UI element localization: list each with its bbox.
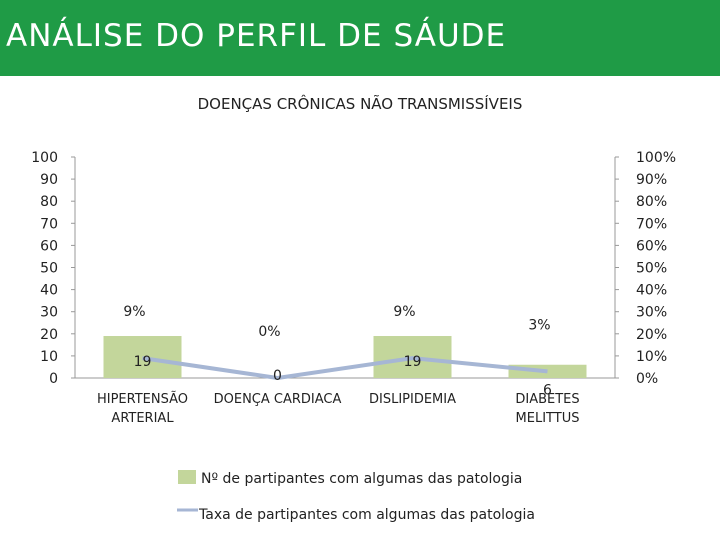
x-tick-label: DOENÇA CARDIACA xyxy=(214,392,342,407)
y-tick-label-right: 60% xyxy=(636,238,667,254)
y-tick-label-right: 0% xyxy=(636,371,658,387)
page-title: ANÁLISE DO PERFIL DE SÁUDE xyxy=(6,18,507,54)
legend-line-label: Taxa de partipantes com algumas das pato… xyxy=(198,507,535,523)
bar xyxy=(103,336,182,378)
y-tick-label-left: 50 xyxy=(40,261,58,277)
y-tick-label-left: 70 xyxy=(40,216,58,232)
y-tick-label-right: 50% xyxy=(636,261,667,277)
x-tick-label: ARTERIAL xyxy=(111,411,174,426)
y-tick-label-right: 20% xyxy=(636,327,667,343)
y-tick-label-right: 70% xyxy=(636,216,667,232)
bar-data-label: 19 xyxy=(404,354,422,370)
line-data-label: 9% xyxy=(393,304,415,320)
bar-data-label: 0 xyxy=(273,368,282,384)
y-tick-label-right: 90% xyxy=(636,172,667,188)
y-tick-label-left: 40 xyxy=(40,283,58,299)
y-tick-label-right: 80% xyxy=(636,194,667,210)
line-data-label: 3% xyxy=(528,317,550,333)
bar-data-label: 19 xyxy=(134,354,152,370)
x-tick-label: DISLIPIDEMIA xyxy=(369,392,456,407)
line-data-label: 9% xyxy=(123,304,145,320)
header-banner: ANÁLISE DO PERFIL DE SÁUDE xyxy=(0,0,720,76)
y-tick-label-left: 20 xyxy=(40,327,58,343)
y-tick-label-left: 0 xyxy=(49,371,58,387)
y-tick-label-right: 40% xyxy=(636,283,667,299)
y-tick-label-left: 90 xyxy=(40,172,58,188)
x-tick-label: DIABETES xyxy=(515,392,579,407)
y-tick-label-left: 80 xyxy=(40,194,58,210)
legend-bar-label: Nº de partipantes com algumas das patolo… xyxy=(201,471,522,487)
y-tick-label-left: 100 xyxy=(31,150,58,166)
y-tick-label-left: 10 xyxy=(40,349,58,365)
y-tick-label-left: 30 xyxy=(40,305,58,321)
y-tick-label-right: 10% xyxy=(636,349,667,365)
series-line xyxy=(142,356,548,380)
chart-title: DOENÇAS CRÔNICAS NÃO TRANSMISSÍVEIS xyxy=(198,94,523,113)
y-tick-label-right: 30% xyxy=(636,305,667,321)
x-tick-label: MELITTUS xyxy=(516,411,580,426)
bar-data-label: 6 xyxy=(543,383,552,399)
y-tick-label-right: 100% xyxy=(636,150,676,166)
legend-bar-swatch xyxy=(178,470,196,484)
x-tick-label: HIPERTENSÃO xyxy=(97,391,188,407)
y-tick-label-left: 60 xyxy=(40,238,58,254)
line-data-label: 0% xyxy=(258,324,280,340)
